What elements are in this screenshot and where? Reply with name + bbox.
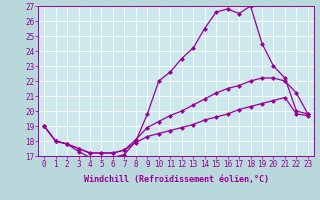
X-axis label: Windchill (Refroidissement éolien,°C): Windchill (Refroidissement éolien,°C) [84,175,268,184]
